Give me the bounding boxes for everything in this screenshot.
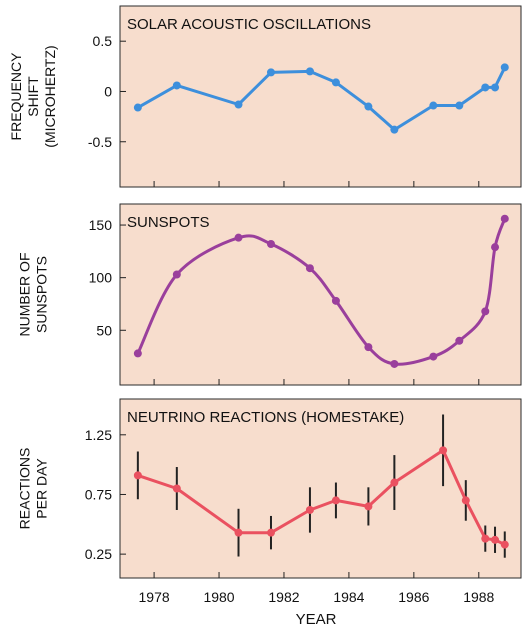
- panel-3-x-ticks: [153, 572, 480, 578]
- y-axis-title-line: SUNSPOTS: [34, 256, 50, 333]
- y-tick-label: 0.75: [85, 486, 112, 502]
- y-tick-label: -0.5: [88, 134, 112, 150]
- panel-3-series: [133, 414, 509, 558]
- y-tick-label: 100: [89, 270, 113, 286]
- x-tick-label: 1980: [203, 589, 234, 605]
- y-tick-label: 1.25: [85, 427, 112, 443]
- panel-2-background: [119, 203, 522, 386]
- data-point: [491, 83, 500, 92]
- data-point: [500, 63, 509, 72]
- data-point: [234, 100, 243, 109]
- x-tick-label: 1984: [333, 589, 364, 605]
- panel-1-title: SOLAR ACOUSTIC OSCILLATIONS: [127, 16, 371, 33]
- data-point: [234, 528, 243, 537]
- x-tick-label: 1986: [398, 589, 429, 605]
- panel-3-background: [119, 398, 522, 579]
- data-point: [133, 349, 142, 358]
- data-point: [331, 296, 340, 305]
- data-point: [429, 352, 438, 361]
- data-point: [331, 78, 340, 87]
- data-point: [266, 239, 275, 248]
- panel-3-title: NEUTRINO REACTIONS (HOMESTAKE): [127, 409, 404, 426]
- data-point: [429, 101, 438, 110]
- data-point: [234, 233, 243, 242]
- data-point: [364, 343, 373, 352]
- y-axis-title-line: PER DAY: [34, 458, 50, 519]
- panel-1-y-axis-title: FREQUENCYSHIFT(MICROHERTZ): [8, 45, 58, 147]
- panel-2-y-axis-title: NUMBER OFSUNSPOTS: [17, 253, 50, 337]
- data-point: [133, 103, 142, 112]
- x-tick-label: 1982: [268, 589, 299, 605]
- data-point: [390, 478, 399, 487]
- panel-2-y-axis: 150 100 50: [89, 217, 126, 338]
- panel-1-x-ticks: [153, 181, 480, 187]
- y-tick-label: 50: [96, 322, 112, 338]
- data-point: [172, 81, 181, 90]
- y-axis-title-line: REACTIONS: [17, 448, 33, 530]
- data-point: [481, 83, 490, 92]
- data-point: [172, 484, 181, 493]
- x-axis-tick-labels: 1978 1980 1982 1984 1986 1988: [139, 589, 495, 605]
- data-point: [266, 68, 275, 77]
- data-point: [491, 243, 500, 252]
- panel-2-title: SUNSPOTS: [127, 214, 210, 231]
- data-point: [455, 336, 464, 345]
- y-axis-title-line: FREQUENCY: [8, 52, 24, 141]
- data-point: [331, 496, 340, 505]
- y-axis-title-line: NUMBER OF: [17, 253, 33, 337]
- panel-3-y-axis: 1.25 0.75 0.25: [85, 427, 126, 562]
- data-point: [266, 528, 275, 537]
- data-point: [305, 67, 314, 76]
- x-tick-label: 1988: [463, 589, 494, 605]
- data-point: [461, 496, 470, 505]
- x-tick-label: 1978: [139, 589, 170, 605]
- data-point: [305, 264, 314, 273]
- data-point: [500, 214, 509, 223]
- data-point: [481, 307, 490, 316]
- y-axis-title-text: NUMBER OFSUNSPOTS: [17, 253, 50, 337]
- y-tick-label: 0.5: [93, 33, 113, 49]
- data-point: [439, 446, 448, 455]
- panel-2-series: [133, 214, 509, 368]
- y-tick-label: 150: [89, 217, 113, 233]
- data-point: [364, 102, 373, 111]
- panel-1-background: [119, 5, 522, 188]
- data-point: [364, 502, 373, 511]
- data-point: [305, 505, 314, 514]
- data-point: [172, 270, 181, 279]
- data-point: [491, 535, 500, 544]
- data-point: [133, 471, 142, 480]
- data-point: [500, 540, 509, 549]
- panel-1-series: [133, 63, 509, 134]
- y-tick-label: 0.25: [85, 546, 112, 562]
- y-axis-title-text: REACTIONSPER DAY: [17, 448, 50, 530]
- panel-neutrino-reactions: NEUTRINO REACTIONS (HOMESTAKE) 1.25 0.75 0…: [17, 398, 522, 579]
- x-axis-title: YEAR: [296, 611, 337, 628]
- data-point: [390, 125, 399, 134]
- panel-1-y-axis: 0.5 0 -0.5: [88, 33, 126, 150]
- y-axis-title-text: FREQUENCYSHIFT(MICROHERTZ): [8, 45, 58, 147]
- panel-solar-oscillations: SOLAR ACOUSTIC OSCILLATIONS 0.5 0 -0.5 FRE…: [8, 5, 522, 188]
- y-axis-title-line: SHIFT: [25, 76, 41, 117]
- y-axis-title-line: (MICROHERTZ): [42, 45, 58, 147]
- data-point: [481, 534, 490, 543]
- panel-2-x-ticks: [153, 379, 480, 385]
- data-point: [390, 359, 399, 368]
- panel-3-y-axis-title: REACTIONSPER DAY: [17, 448, 50, 530]
- y-tick-label: 0: [104, 83, 112, 99]
- data-point: [455, 101, 464, 110]
